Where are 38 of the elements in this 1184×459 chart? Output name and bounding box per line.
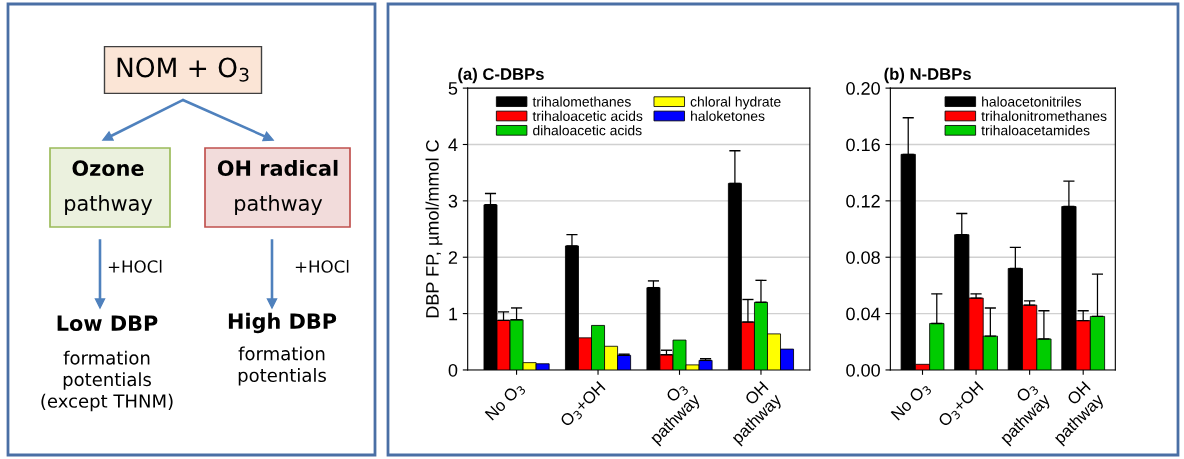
chart-title: (b) N-DBPs	[884, 67, 971, 84]
text: pathway	[65, 194, 153, 216]
chart-title: (a) C-DBPs	[458, 67, 544, 84]
legend-label: haloketones	[691, 110, 765, 121]
legend-label: chloral hydrate	[690, 96, 781, 110]
y-tick-label: 1	[449, 307, 458, 321]
x-tick-label: No O$_{3}$	[484, 380, 527, 423]
legend-label: dihaloacetic acids	[533, 125, 642, 136]
legend-label: trihaloacetamides	[981, 125, 1090, 136]
text: NOM + O$_{3}$	[117, 57, 249, 82]
text: +HOCl	[295, 259, 349, 273]
y-tick-label: 0.04	[846, 307, 881, 321]
text: +HOCl	[108, 259, 162, 273]
y-tick-label: 5	[448, 82, 458, 95]
y-tick-label: 2	[448, 251, 458, 264]
text: formation potentials (except THNM)	[41, 350, 173, 412]
legend-label: haloacetonitriles	[982, 96, 1082, 107]
y-tick-label: 0.08	[846, 251, 880, 264]
y-tick-label: 0.16	[846, 138, 880, 152]
legend-label: trihalomethanes	[532, 96, 631, 107]
y-tick-label: 3	[448, 194, 458, 208]
legend-label: trihalonitromethanes	[981, 110, 1107, 121]
x-tick-label: O$_{3}$+OH	[559, 381, 608, 430]
y-axis-title: DBP FP, µmol/mmol C	[425, 140, 443, 318]
text: Ozone	[72, 160, 144, 177]
y-tick-label: 0.20	[846, 82, 880, 95]
y-tick-label: 0.12	[846, 194, 880, 208]
text: High DBP	[228, 312, 337, 334]
x-tick-label: No O$_{3}$	[890, 380, 933, 423]
text: pathway	[235, 194, 323, 216]
y-tick-label: 0	[448, 363, 458, 377]
text: OH radical	[217, 159, 338, 177]
x-tick-label: O$_{3}$+OH	[937, 381, 986, 430]
y-tick-label: 4	[448, 138, 458, 152]
text: formation potentials	[238, 346, 326, 386]
y-tick-label: 0.00	[846, 363, 880, 377]
text: Low DBP	[57, 315, 158, 332]
legend-label: trihaloacetic acids	[532, 110, 643, 121]
